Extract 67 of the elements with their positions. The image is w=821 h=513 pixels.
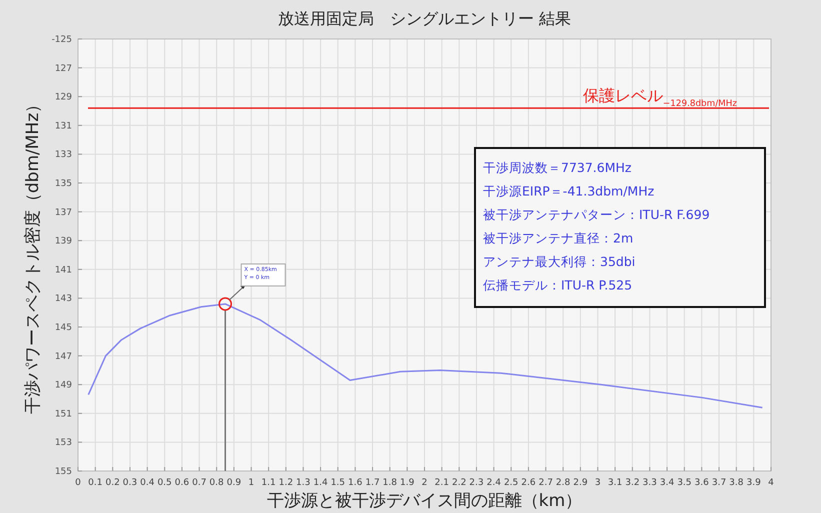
x-tick-label: 3.7 bbox=[712, 478, 726, 488]
x-tick-label: 3.5 bbox=[677, 478, 692, 488]
x-tick-label: 2.8 bbox=[556, 478, 571, 488]
x-tick-label: 0.2 bbox=[105, 478, 120, 488]
x-tick-label: 3.3 bbox=[642, 478, 657, 488]
y-tick-label: 145 bbox=[54, 323, 72, 333]
annotation: 干渉源EIRP＝-41.3dbm/MHz bbox=[483, 184, 655, 198]
annotation: 被干渉アンテナパターン：ITU-R F.699 bbox=[483, 207, 710, 222]
y-tick-label: 129 bbox=[54, 92, 72, 103]
y-tick-label: 133 bbox=[54, 150, 72, 160]
x-tick-label: 0.4 bbox=[140, 478, 155, 488]
x-tick-label: 0.8 bbox=[209, 478, 224, 488]
y-axis-title: 干渉パワースペクトル密度（dbm/MHz） bbox=[23, 96, 43, 414]
annotation: 伝播モデル：ITU-R P.525 bbox=[483, 278, 632, 292]
x-tick-label: 0.7 bbox=[192, 478, 206, 488]
y-tick-label: 127 bbox=[54, 64, 72, 74]
x-tick-label: 0.3 bbox=[122, 478, 138, 488]
y-tick-label: 137 bbox=[54, 208, 72, 218]
y-tick-label: 135 bbox=[54, 179, 72, 189]
x-tick-label: 2.4 bbox=[486, 478, 502, 488]
x-tick-label: 3.4 bbox=[660, 478, 674, 488]
x-tick-label: 3 bbox=[594, 478, 601, 488]
y-tick-label: 143 bbox=[54, 294, 72, 304]
y-tick-label: 139 bbox=[54, 236, 72, 247]
y-tick-label: -125 bbox=[52, 35, 72, 45]
x-tick-label: 1.3 bbox=[296, 478, 310, 488]
x-tick-label: 2.7 bbox=[538, 478, 553, 488]
x-tick-label: 0.1 bbox=[88, 478, 102, 488]
y-tick-label: 149 bbox=[54, 380, 72, 391]
x-tick-label: 1.4 bbox=[313, 478, 328, 488]
x-tick-label: 1.5 bbox=[330, 478, 346, 488]
x-tick-label: 1.7 bbox=[365, 478, 380, 488]
x-tick-label: 1.6 bbox=[348, 478, 363, 488]
x-tick-label: 1.2 bbox=[278, 478, 294, 488]
x-tick-label: 2.6 bbox=[521, 478, 536, 488]
x-tick-label: 3.1 bbox=[608, 478, 622, 488]
x-tick-label: 3.9 bbox=[746, 478, 762, 488]
x-tick-label: 1.8 bbox=[382, 478, 398, 488]
y-tick-label: 131 bbox=[54, 121, 72, 132]
x-tick-label: 2.9 bbox=[573, 478, 588, 488]
x-tick-label: 0.9 bbox=[226, 478, 242, 488]
annotation: アンテナ最大利得：35dbi bbox=[483, 254, 636, 269]
x-tick-label: 2.1 bbox=[434, 478, 449, 488]
x-tick-label: 1 bbox=[248, 478, 254, 488]
chart-title: 放送用固定局 シングルエントリー 結果 bbox=[278, 9, 572, 28]
annotation: 被干渉アンテナ直径：2m bbox=[483, 230, 634, 246]
y-tick-label: 141 bbox=[54, 265, 72, 276]
x-axis-title: 干渉源と被干渉デバイス間の距離（km） bbox=[266, 491, 582, 511]
x-tick-label: 0 bbox=[75, 478, 82, 488]
x-tick-label: 0.5 bbox=[157, 478, 172, 488]
x-tick-label: 2 bbox=[422, 478, 428, 488]
x-tick-label: 0.6 bbox=[174, 478, 190, 488]
x-tick-label: 3.2 bbox=[625, 478, 640, 488]
annotation: 干渉周波数＝7737.6MHz bbox=[483, 160, 632, 175]
y-tick-label: 147 bbox=[54, 352, 72, 362]
y-tick-label: 153 bbox=[54, 438, 72, 448]
x-tick-label: 4 bbox=[768, 478, 774, 488]
x-tick-label: 2.3 bbox=[469, 478, 484, 488]
x-tick-label: 1.9 bbox=[400, 478, 415, 488]
x-tick-label: 3.6 bbox=[694, 478, 710, 488]
x-tick-label: 2.2 bbox=[452, 478, 466, 488]
y-tick-label: 151 bbox=[54, 409, 72, 420]
x-tick-label: 1.1 bbox=[261, 478, 276, 488]
ref-line-label: 保護レベル$_{−129.8dbm/MHz}$ bbox=[582, 86, 738, 110]
x-tick-label: 2.5 bbox=[504, 478, 518, 488]
y-tick-label: 155 bbox=[54, 467, 72, 477]
x-tick-label: 3.8 bbox=[729, 478, 744, 488]
